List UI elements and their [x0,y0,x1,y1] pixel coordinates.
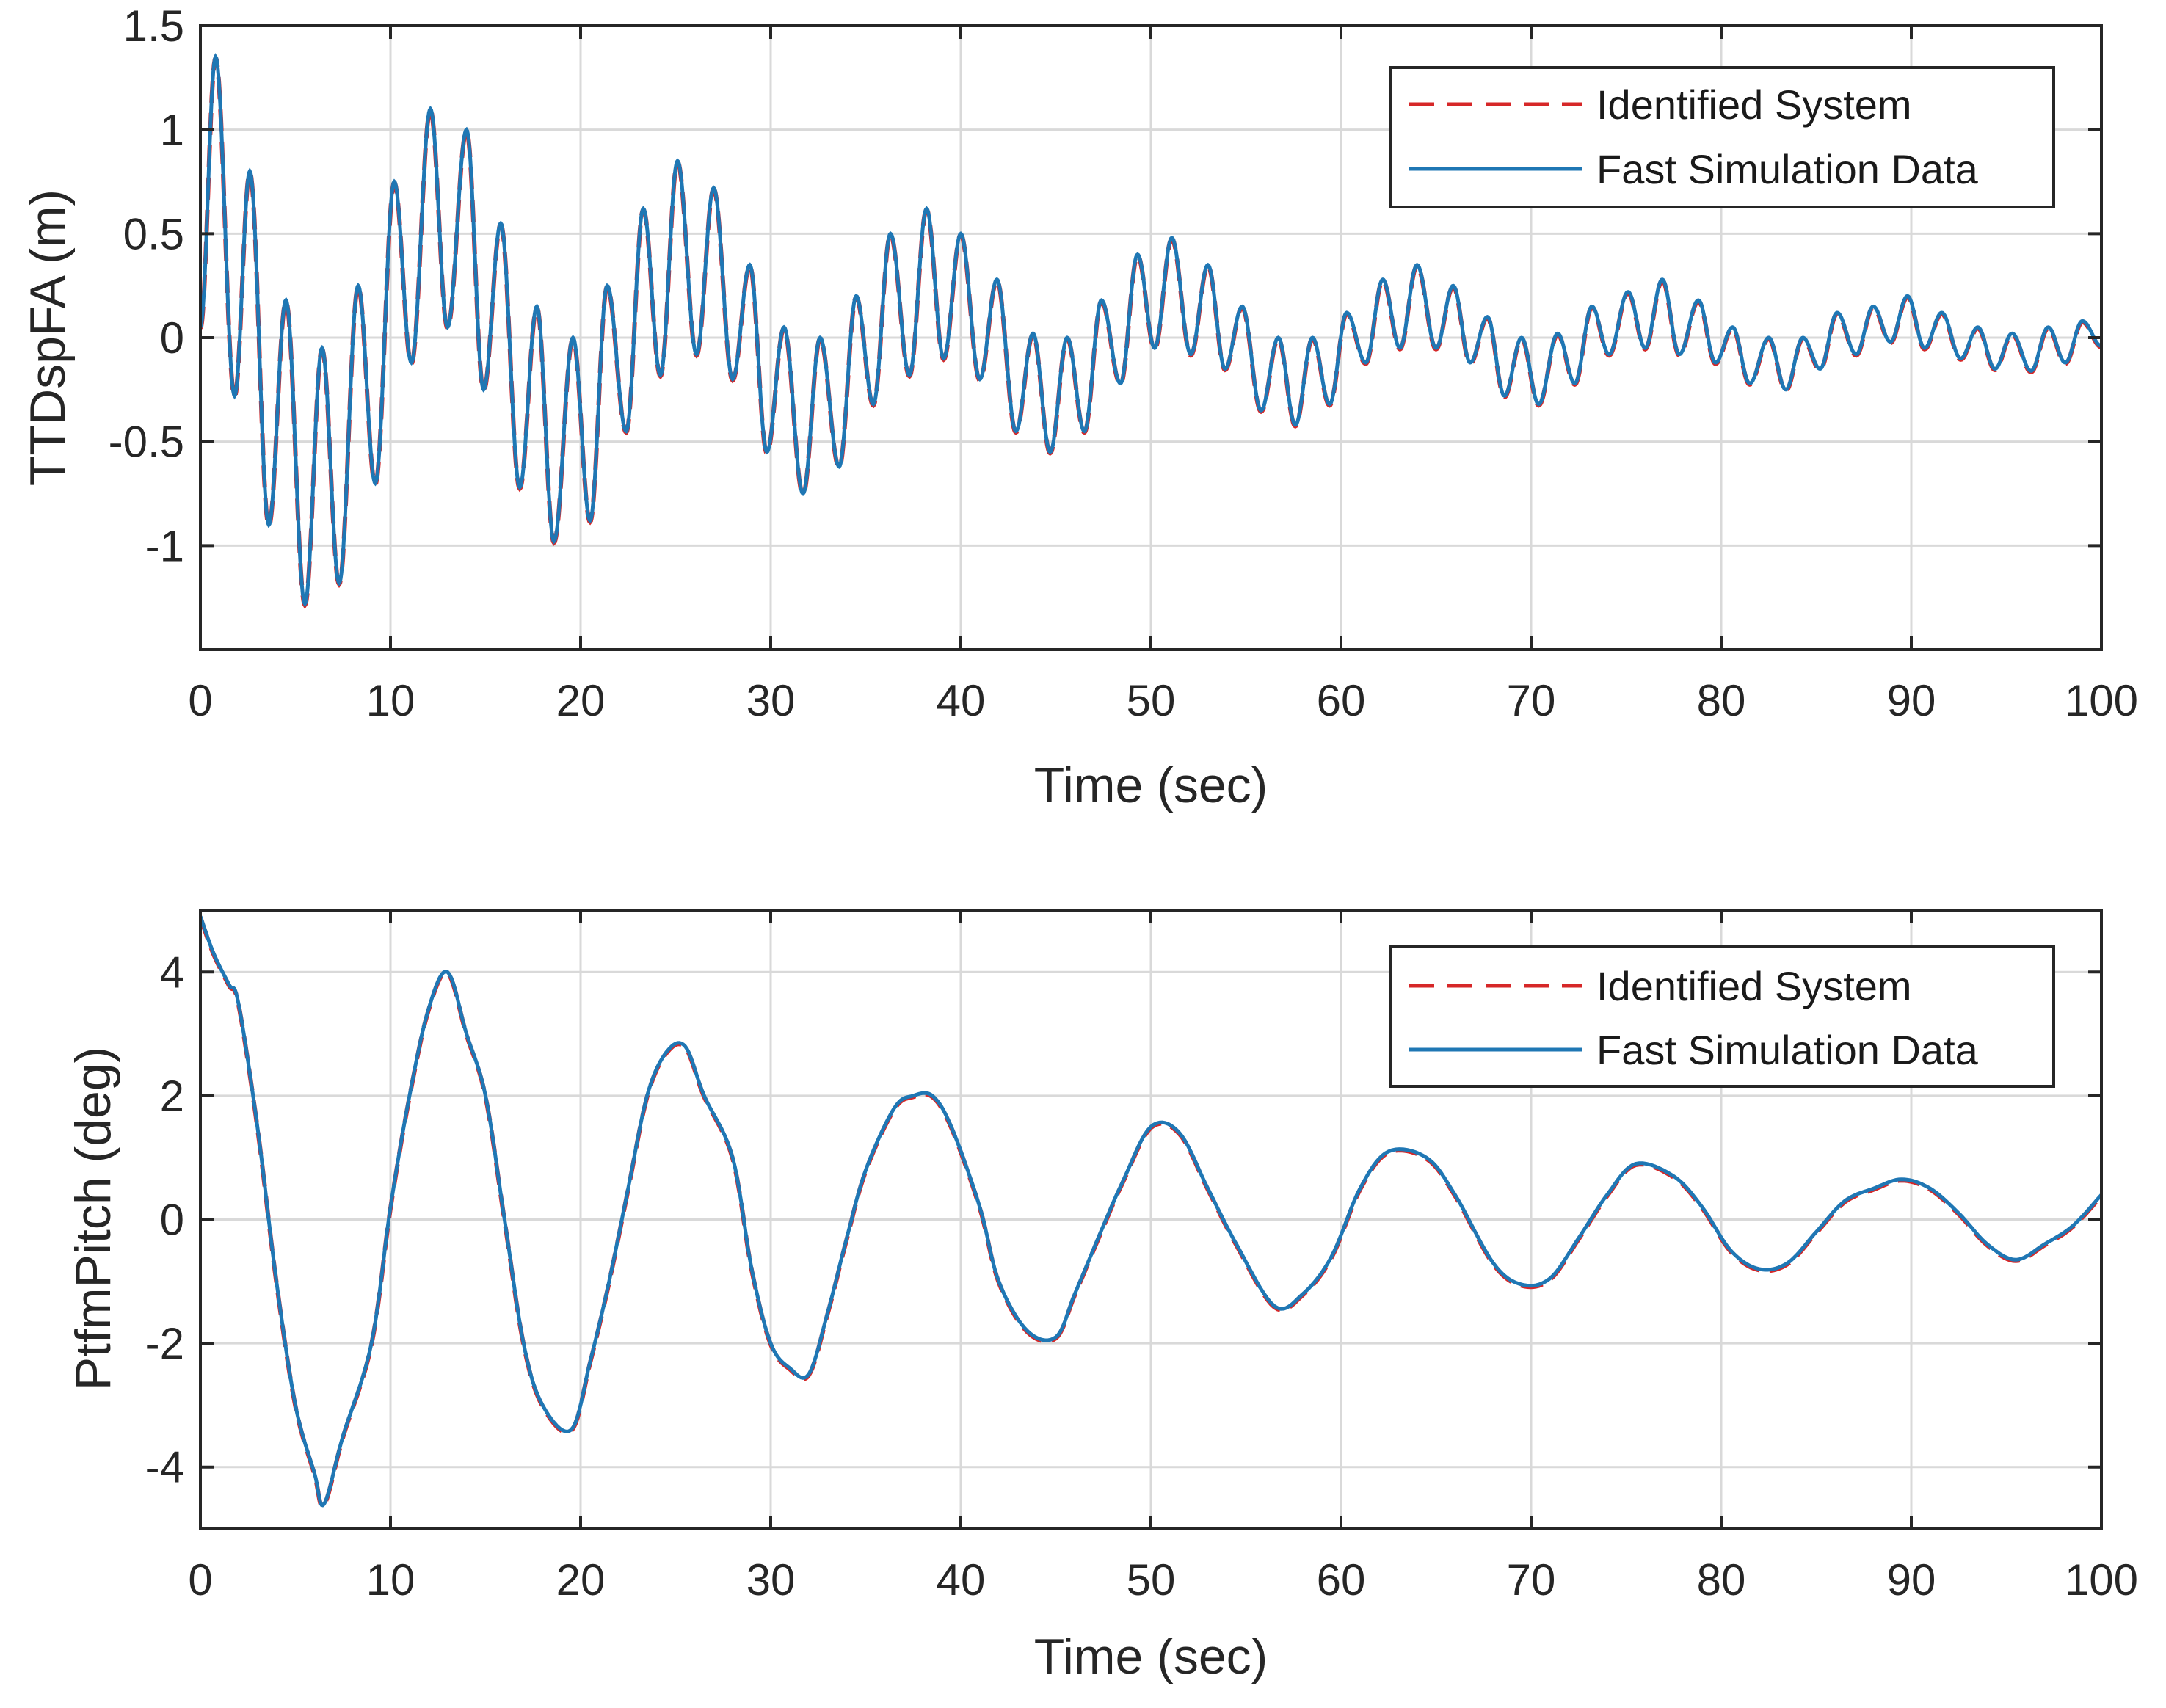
x-tick-label: 50 [1127,1555,1176,1605]
x-axis-label: Time (sec) [1034,757,1268,813]
x-tick-labels: 0 10 20 30 40 50 60 70 80 90 100 [188,676,2138,725]
x-tick-labels: 0 10 20 30 40 50 60 70 80 90 100 [188,1555,2138,1605]
x-tick-label: 30 [746,1555,796,1605]
y-tick-label: -1 [145,521,184,570]
y-tick-label: 1.5 [123,1,184,51]
x-tick-label: 80 [1697,1555,1746,1605]
legend-label-identified: Identified System [1596,81,1912,128]
chart-ptfmpitch: 0 10 20 30 40 50 60 70 80 90 100 420-2-4 Time (sec… [65,909,2138,1685]
x-tick-label: 80 [1697,676,1746,725]
x-tick-label: 70 [1507,676,1556,725]
x-axis-label: Time (sec) [1034,1629,1268,1685]
series-lines [200,53,2101,609]
x-tick-label: 30 [746,676,796,725]
x-tick-label: 10 [366,1555,415,1605]
x-tick-label: 40 [937,676,986,725]
series-lines [200,915,2101,1509]
x-tick-label: 0 [188,1555,212,1605]
y-tick-label: 4 [160,948,184,997]
grid [199,910,2103,1529]
x-tick-label: 90 [1887,1555,1936,1605]
legend-label-identified: Identified System [1596,963,1912,1009]
y-tick-label: -0.5 [109,418,184,467]
legend-label-fast: Fast Simulation Data [1596,1027,1979,1073]
legend: Identified System Fast Simulation Data [1389,66,2055,208]
x-tick-label: 90 [1887,676,1936,725]
y-axis-label: PtfmPitch (deg) [65,1047,121,1391]
series-line-fast-simulation [200,915,2101,1508]
x-tick-label: 50 [1127,676,1176,725]
legend: Identified System Fast Simulation Data [1389,945,2055,1088]
y-tick-label: 1 [160,106,184,155]
legend-box [1389,945,2055,1088]
x-tick-label: 10 [366,676,415,725]
y-tick-label: 0.5 [123,209,184,258]
y-tick-label: 2 [160,1072,184,1121]
y-tick-label: 0 [160,313,184,363]
tick-marks [199,24,2103,650]
x-tick-label: 60 [1317,676,1366,725]
tick-marks [199,910,2103,1529]
y-tick-label: -4 [145,1443,184,1492]
y-tick-label: -2 [145,1319,184,1368]
x-tick-label: 100 [2065,1555,2138,1605]
x-tick-label: 100 [2065,676,2138,725]
legend-box [1389,66,2055,208]
y-axis-label: TTDspFA (m) [20,189,76,486]
x-tick-label: 60 [1317,1555,1366,1605]
y-tick-labels: 1.5 1 0.5 0 -0.5 -1 [109,1,184,570]
x-tick-label: 40 [937,1555,986,1605]
series-line-fast-simulation [200,53,2101,608]
x-tick-label: 70 [1507,1555,1556,1605]
y-tick-label: 0 [160,1196,184,1245]
chart-ttdspfa: 0 10 20 30 40 50 60 70 80 90 100 1.5 1 0.5 0 -0.5 -1 Ti… [20,1,2138,813]
x-tick-label: 0 [188,676,212,725]
legend-label-fast: Fast Simulation Data [1596,146,1979,192]
x-tick-label: 20 [556,676,606,725]
x-tick-label: 20 [556,1555,606,1605]
y-tick-labels: 4 2 0 -2 -4 [145,948,184,1491]
